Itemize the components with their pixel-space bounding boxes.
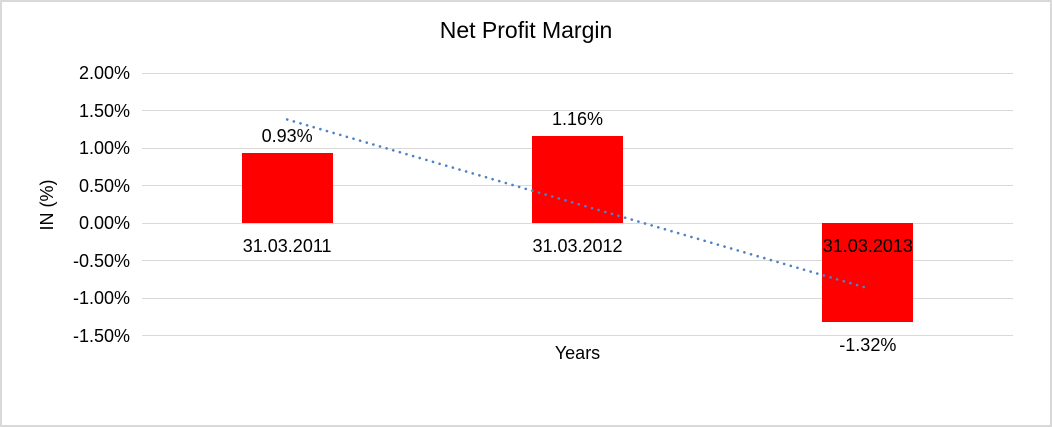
y-axis-title: IN (%) xyxy=(37,179,57,231)
y-tick-label: -0.50% xyxy=(72,250,130,271)
gridline xyxy=(142,110,1013,111)
y-tick-label: -1.00% xyxy=(72,288,130,308)
y-tick-label: 0.50% xyxy=(78,175,130,196)
y-tick-label: -1.50% xyxy=(72,325,130,346)
gridline xyxy=(142,72,1013,74)
bar-31.03.2011 xyxy=(241,153,333,223)
data-label: -1.32% xyxy=(839,335,897,355)
y-tick-label: 2.00% xyxy=(78,63,130,83)
data-label: 1.16% xyxy=(551,109,604,129)
chart-title: Net Profit Margin xyxy=(439,17,613,43)
category-label: 31.03.2011 xyxy=(242,236,332,256)
category-label: 31.03.2012 xyxy=(532,236,623,256)
category-label: 31.03.2013 xyxy=(822,236,913,256)
y-tick-label: 1.50% xyxy=(78,100,130,121)
y-tick-label: 0.00% xyxy=(78,213,130,233)
data-label: 0.93% xyxy=(261,126,313,147)
x-axis-title: Years xyxy=(554,343,601,363)
y-tick-label: 1.00% xyxy=(78,138,130,158)
gridline xyxy=(142,297,1013,299)
bar-31.03.2012 xyxy=(532,136,623,223)
gridline xyxy=(142,335,1013,336)
